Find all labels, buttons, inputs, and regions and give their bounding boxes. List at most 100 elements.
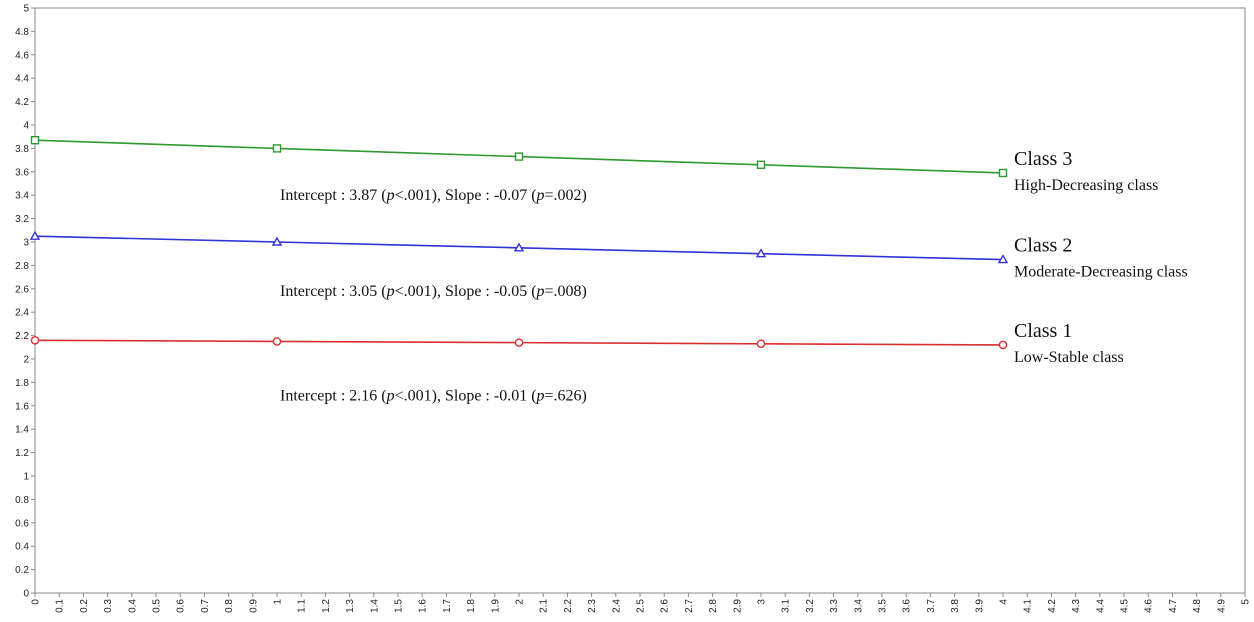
x-tick-label: 0.2: [79, 599, 90, 613]
annotation-part: p: [536, 387, 545, 404]
y-tick-label: 0.2: [15, 565, 29, 576]
x-tick-label: 0.4: [127, 599, 138, 613]
x-tick-label: 4.1: [1023, 599, 1034, 613]
data-point: [272, 337, 282, 346]
y-tick-label: 2: [23, 355, 29, 366]
x-tick-label: 3.1: [781, 599, 792, 613]
y-tick-label: 1.4: [15, 425, 29, 436]
y-tick-label: 4.6: [15, 50, 29, 61]
x-tick-label: 0.3: [103, 599, 114, 613]
y-tick-label: 0: [23, 589, 29, 600]
annotation-part: Intercept : 3.05 (: [280, 283, 387, 300]
annotation-part: p: [386, 187, 395, 204]
x-tick-label: 1.2: [321, 599, 332, 613]
plot-frame: [34, 7, 1246, 594]
x-tick-label: 2.8: [708, 599, 719, 613]
x-tick-label: 2.6: [660, 599, 671, 613]
annotation-part: <.001), Slope : -0.07 (: [395, 187, 537, 204]
annotation-part: =.008): [545, 283, 587, 300]
y-tick-label: 3.2: [15, 214, 29, 225]
slope-annotation: Intercept : 2.16 (p<.001), Slope : -0.01…: [280, 387, 587, 404]
data-point: [29, 230, 41, 240]
y-tick-label: 1.8: [15, 378, 29, 389]
x-tick-label: 3.5: [878, 599, 889, 613]
series-layer: [29, 136, 1009, 350]
data-point: [756, 160, 766, 169]
x-tick-label: 3.8: [950, 599, 961, 613]
slope-annotation: Intercept : 3.05 (p<.001), Slope : -0.05…: [280, 283, 587, 300]
x-tick-label: 4.4: [1095, 599, 1106, 613]
x-tick-label: 4.7: [1168, 599, 1179, 613]
x-tick-label: 1.9: [490, 599, 501, 613]
data-point: [514, 152, 524, 161]
annotation-part: p: [536, 187, 545, 204]
y-tick-label: 1: [23, 472, 29, 483]
class-label: Class 1: [1014, 320, 1072, 342]
annotation-part: p: [386, 387, 395, 404]
y-tick-label: 2.2: [15, 331, 29, 342]
x-tick-label: 4.6: [1144, 599, 1155, 613]
y-tick-label: 3.8: [15, 144, 29, 155]
x-tick-label: 2.3: [587, 599, 598, 613]
x-tick-label: 1.3: [345, 599, 356, 613]
y-tick-label: 5: [23, 4, 29, 15]
x-tick-label: 1.7: [442, 599, 453, 613]
class-label: Class 3: [1014, 148, 1072, 170]
x-tick-label: 4.5: [1120, 599, 1131, 613]
x-tick-label: 0.1: [55, 599, 66, 613]
slope-annotation: Intercept : 3.87 (p<.001), Slope : -0.07…: [280, 187, 587, 204]
data-point: [30, 335, 40, 345]
y-tick-label: 0.8: [15, 495, 29, 506]
annotation-part: =.626): [545, 387, 587, 404]
x-tick-label: 1: [273, 599, 284, 605]
x-tick-label: 1.1: [297, 599, 308, 613]
x-tick-label: 3.7: [926, 599, 937, 613]
x-tick-label: 3.9: [974, 599, 985, 613]
x-tick-label: 3.4: [853, 599, 864, 613]
x-tick-label: 4.2: [1047, 599, 1058, 613]
x-tick-label: 2.4: [611, 599, 622, 613]
annotation-part: =.002): [545, 187, 587, 204]
y-tick-label: 4.8: [15, 27, 29, 38]
y-tick-label: 1.6: [15, 401, 29, 412]
x-tick-label: 0.8: [224, 599, 235, 613]
y-tick-label: 2.4: [15, 308, 29, 319]
annotation-part: p: [536, 283, 545, 300]
x-tick-label: 2.9: [732, 599, 743, 613]
x-tick-label: 0.9: [248, 599, 259, 613]
data-point: [514, 338, 524, 347]
y-tick-label: 4.4: [15, 74, 29, 85]
annotation-part: Intercept : 3.87 (: [280, 187, 387, 204]
data-point: [30, 136, 40, 145]
x-tick-label: 2.2: [563, 599, 574, 613]
x-tick-label: 3: [757, 599, 768, 605]
annotation-part: <.001), Slope : -0.01 (: [395, 387, 537, 404]
x-tick-label: 1.8: [466, 599, 477, 613]
y-tick-label: 3: [23, 238, 29, 249]
x-tick-label: 4: [999, 599, 1010, 605]
x-tick-label: 4.3: [1071, 599, 1082, 613]
y-tick-label: 1.2: [15, 448, 29, 459]
annotation-part: Intercept : 2.16 (: [280, 387, 387, 404]
y-tick-label: 3.4: [15, 191, 29, 202]
y-tick-label: 0.4: [15, 542, 29, 553]
x-tick-label: 2: [515, 599, 526, 605]
x-tick-label: 2.1: [539, 599, 550, 613]
x-tick-label: 0: [31, 599, 42, 605]
class-description: Moderate-Decreasing class: [1014, 264, 1188, 281]
x-axis: 0 0.1 0.2 0.3 0.4 0.5 0.6 0.7 0.8 0.9 1 1.1 1.2 1.3 1.…: [31, 593, 1252, 613]
y-axis: 0 0.2 0.4 0.6 0.8 1 1.2 1.4 1.6 1.8 2 2.2 2.4 2.6 2.8 3…: [15, 4, 35, 600]
x-tick-label: 2.7: [684, 599, 695, 613]
y-tick-label: 2.6: [15, 284, 29, 295]
x-tick-label: 4.8: [1192, 599, 1203, 613]
data-point: [756, 339, 766, 349]
data-point: [513, 242, 525, 252]
x-tick-label: 0.6: [176, 599, 187, 613]
x-tick-label: 3.3: [829, 599, 840, 613]
data-point: [271, 236, 283, 246]
y-tick-label: 2.8: [15, 261, 29, 272]
annotation-part: p: [386, 283, 395, 300]
class-description: High-Decreasing class: [1014, 177, 1158, 194]
x-tick-label: 1.6: [418, 599, 429, 613]
